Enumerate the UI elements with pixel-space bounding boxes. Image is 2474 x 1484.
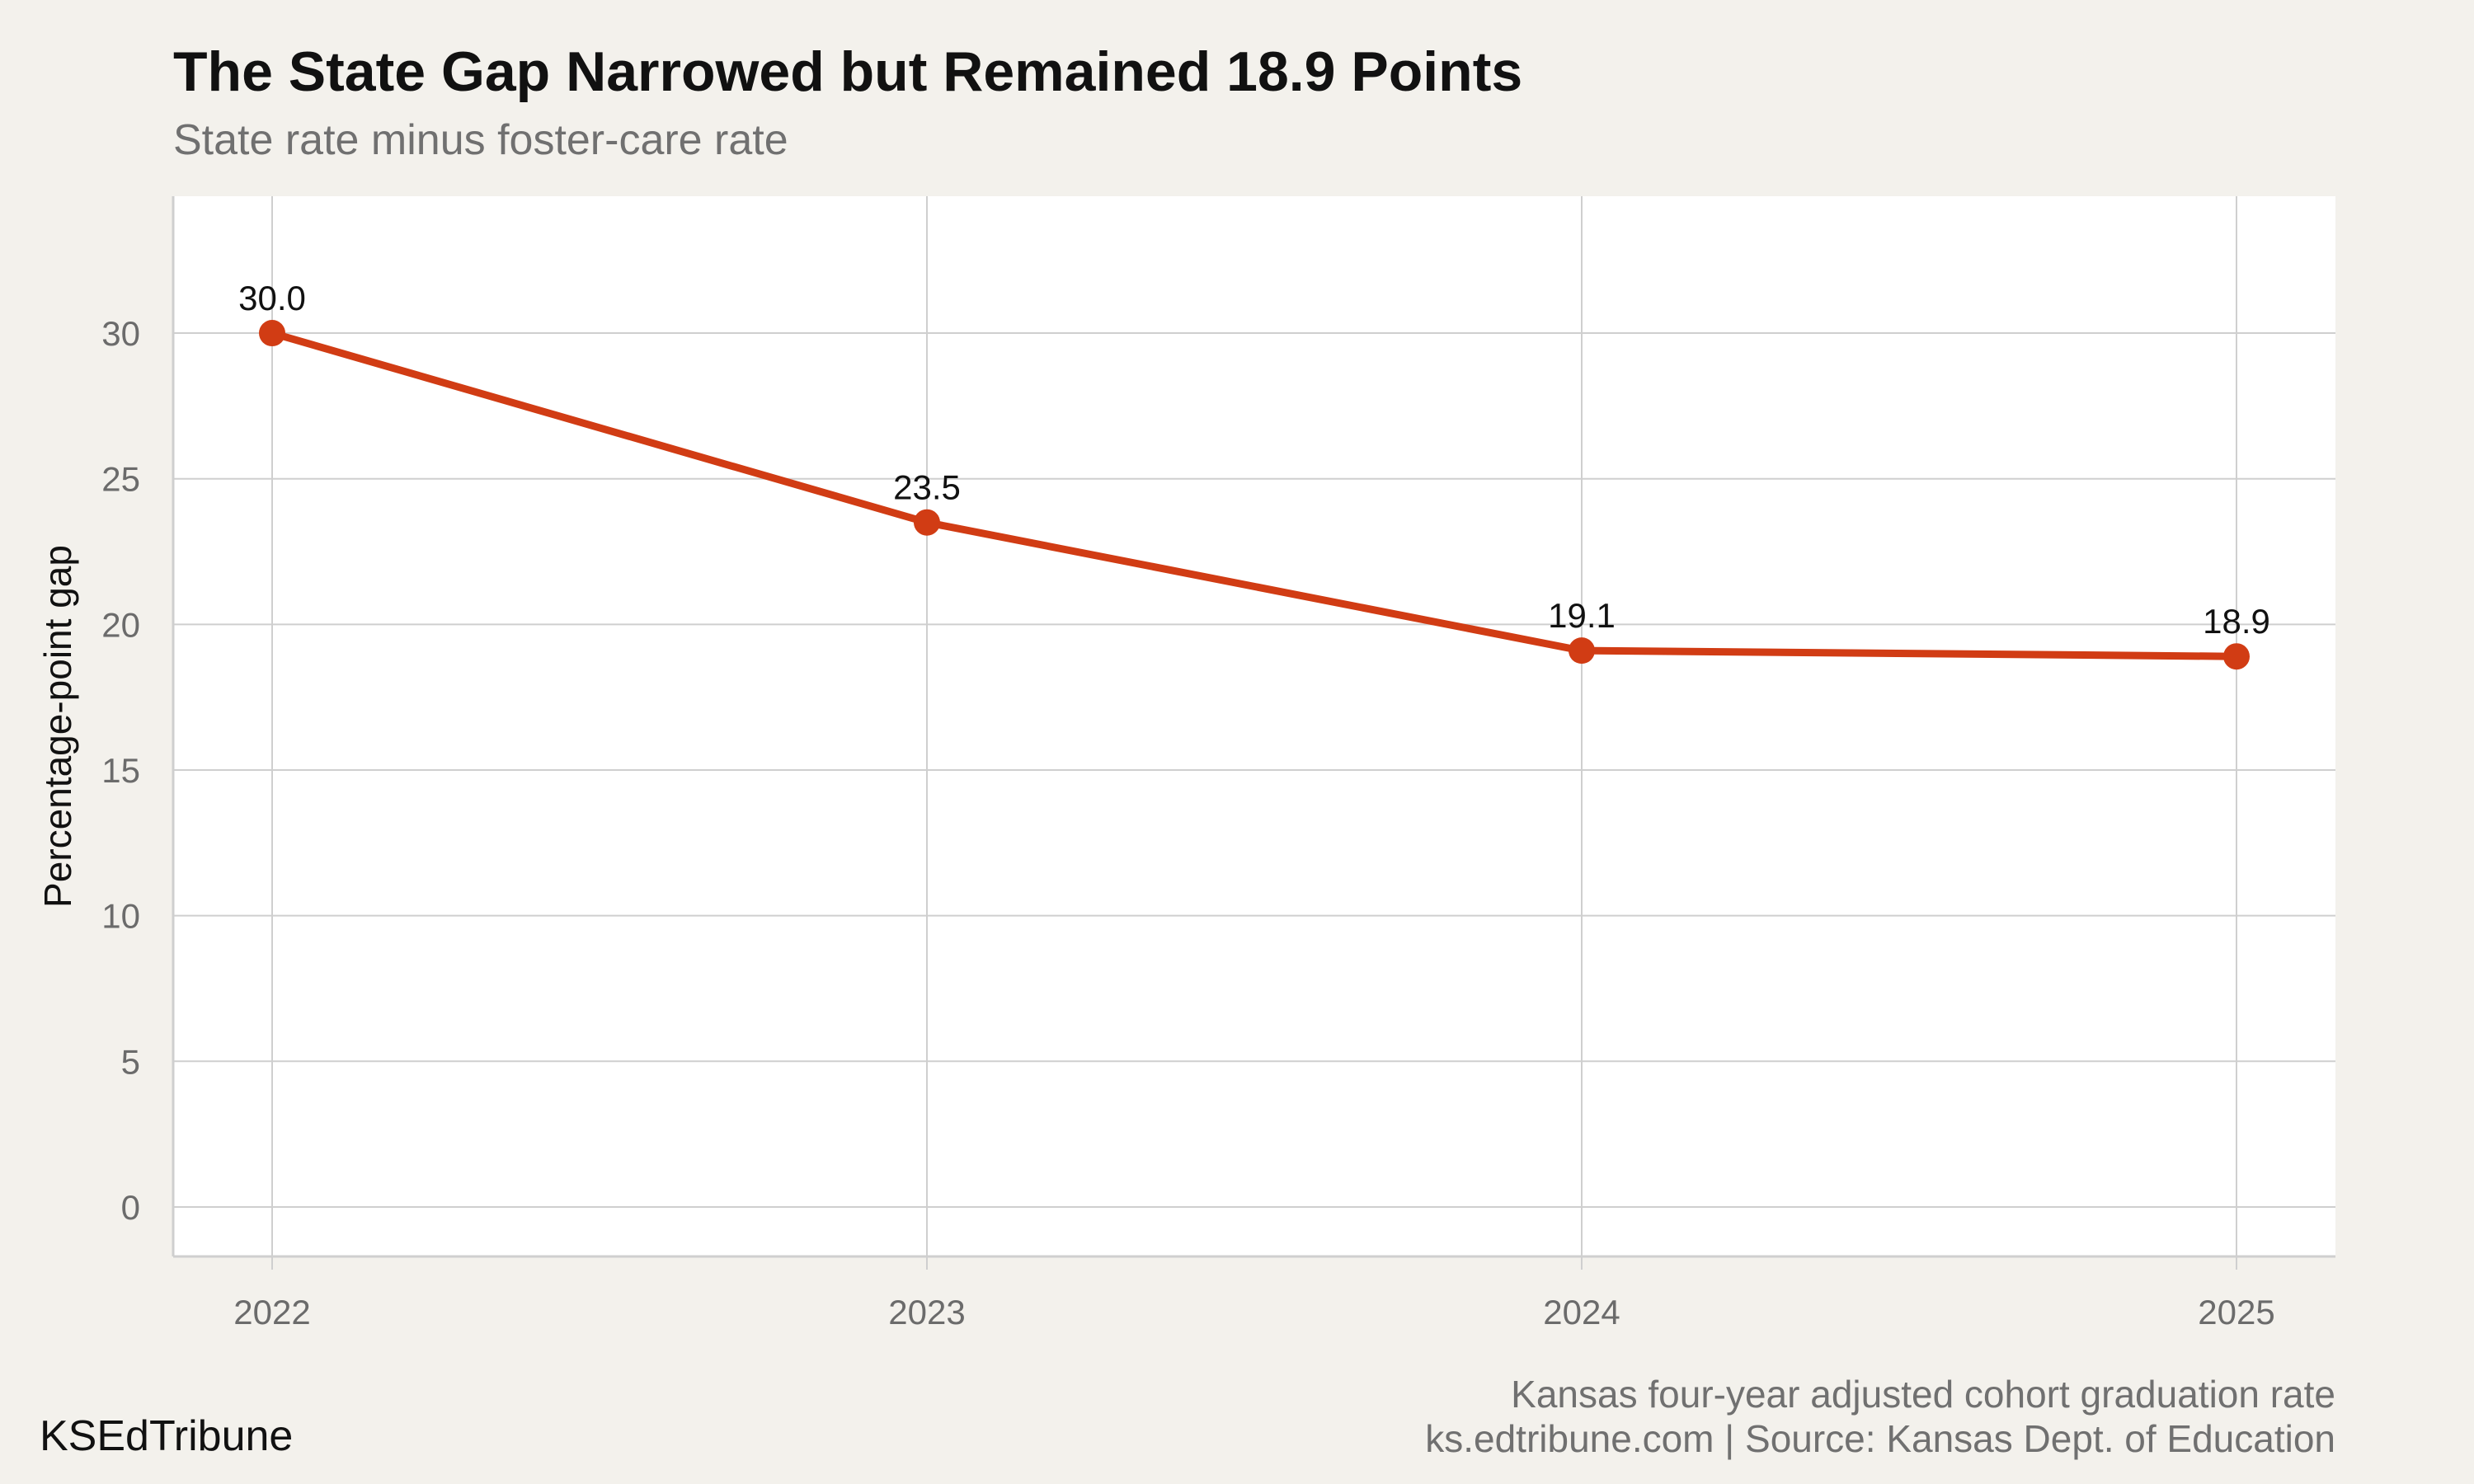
y-tick-label: 25: [101, 460, 140, 499]
data-point: [259, 320, 285, 347]
y-tick-label: 20: [101, 605, 140, 644]
x-tick-label: 2022: [233, 1293, 310, 1331]
data-label: 19.1: [1548, 596, 1616, 635]
data-point: [1569, 637, 1595, 665]
data-point: [2223, 643, 2250, 670]
caption-source-line: ks.edtribune.com | Source: Kansas Dept. …: [1425, 1417, 2335, 1460]
data-label: 23.5: [893, 468, 961, 507]
x-tick-label: 2024: [1543, 1293, 1620, 1331]
publisher-brand: KSEdTribune: [40, 1412, 294, 1460]
y-axis-title: Percentage-point gap: [36, 545, 79, 908]
plot-panel: [173, 196, 2335, 1256]
x-tick-label: 2025: [2198, 1293, 2274, 1331]
data-point: [914, 509, 940, 536]
x-tick-label: 2023: [888, 1293, 965, 1331]
data-label: 30.0: [238, 279, 306, 317]
chart-subtitle: State rate minus foster-care rate: [173, 116, 788, 164]
y-tick-label: 0: [121, 1188, 140, 1227]
chart-title: The State Gap Narrowed but Remained 18.9…: [173, 40, 1523, 103]
y-tick-label: 15: [101, 751, 140, 790]
y-tick-label: 5: [121, 1042, 140, 1081]
y-tick-label: 30: [101, 314, 140, 353]
data-label: 18.9: [2203, 602, 2270, 641]
series-line: [268, 329, 2241, 660]
y-tick-label: 10: [101, 897, 140, 936]
caption-line-1: Kansas four-year adjusted cohort graduat…: [1511, 1373, 2335, 1416]
